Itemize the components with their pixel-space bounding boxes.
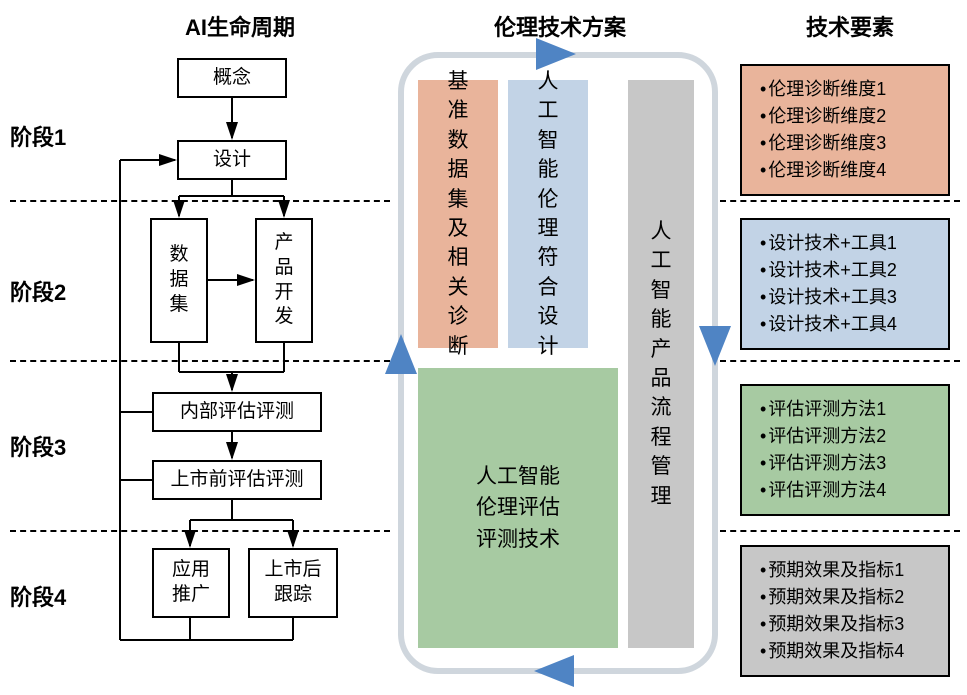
list-item: 伦理诊断维度3 — [760, 130, 934, 157]
flow-app-deploy: 应用 推广 — [152, 548, 230, 618]
header-lifecycle: AI生命周期 — [150, 10, 330, 42]
tech-box-2-list: 设计技术+工具1 设计技术+工具2 设计技术+工具3 设计技术+工具4 — [756, 230, 934, 338]
flow-postmarket: 上市后 跟踪 — [248, 548, 338, 618]
dash-1-right — [720, 200, 960, 202]
panel-process-mgmt-label: 人 工 智 能 产 品 流 程 管 理 — [651, 217, 672, 511]
list-item: 预期效果及指标4 — [760, 638, 934, 665]
tech-box-2: 设计技术+工具1 设计技术+工具2 设计技术+工具3 设计技术+工具4 — [740, 218, 950, 350]
stage-label-1: 阶段1 — [10, 120, 66, 152]
stage-label-2: 阶段2 — [10, 275, 66, 307]
tech-box-3-list: 评估评测方法1 评估评测方法2 评估评测方法3 评估评测方法4 — [756, 396, 934, 504]
tech-box-3: 评估评测方法1 评估评测方法2 评估评测方法3 评估评测方法4 — [740, 384, 950, 516]
list-item: 评估评测方法2 — [760, 423, 934, 450]
list-item: 预期效果及指标1 — [760, 557, 934, 584]
flow-internal-eval: 内部评估评测 — [152, 392, 322, 432]
stage-label-3: 阶段3 — [10, 430, 66, 462]
panel-diagnosis: 基 准 数 据 集 及 相 关 诊 断 — [418, 80, 498, 348]
panel-diagnosis-label: 基 准 数 据 集 及 相 关 诊 断 — [448, 67, 469, 361]
list-item: 评估评测方法1 — [760, 396, 934, 423]
list-item: 评估评测方法4 — [760, 477, 934, 504]
list-item: 预期效果及指标3 — [760, 611, 934, 638]
flow-product-dev: 产 品 开 发 — [255, 218, 313, 343]
panel-eval-tech-label: 人工智能 伦理评估 评测技术 — [476, 461, 560, 556]
flow-concept: 概念 — [177, 58, 287, 98]
dash-3-right — [720, 530, 960, 532]
list-item: 设计技术+工具4 — [760, 311, 934, 338]
list-item: 伦理诊断维度4 — [760, 157, 934, 184]
header-tech: 技术要素 — [760, 10, 940, 42]
panel-process-mgmt: 人 工 智 能 产 品 流 程 管 理 — [628, 80, 694, 648]
list-item: 设计技术+工具2 — [760, 257, 934, 284]
list-item: 伦理诊断维度2 — [760, 103, 934, 130]
dash-2-left — [10, 360, 390, 362]
tech-box-4-list: 预期效果及指标1 预期效果及指标2 预期效果及指标3 预期效果及指标4 — [756, 557, 934, 665]
list-item: 伦理诊断维度1 — [760, 76, 934, 103]
list-item: 评估评测方法3 — [760, 450, 934, 477]
panel-ethic-design: 人 工 智 能 伦 理 符 合 设 计 — [508, 80, 588, 348]
diagram-root: AI生命周期 伦理技术方案 技术要素 阶段1 阶段2 阶段3 阶段4 基 准 数… — [0, 0, 967, 695]
stage-label-4: 阶段4 — [10, 580, 66, 612]
panel-ethic-design-label: 人 工 智 能 伦 理 符 合 设 计 — [538, 67, 559, 361]
list-item: 设计技术+工具1 — [760, 230, 934, 257]
flow-premarket-eval: 上市前评估评测 — [152, 460, 322, 500]
list-item: 预期效果及指标2 — [760, 584, 934, 611]
tech-box-4: 预期效果及指标1 预期效果及指标2 预期效果及指标3 预期效果及指标4 — [740, 545, 950, 677]
panel-eval-tech: 人工智能 伦理评估 评测技术 — [418, 368, 618, 648]
dash-1-left — [10, 200, 390, 202]
flow-dataset: 数 据 集 — [150, 218, 208, 343]
dash-2-right — [720, 360, 960, 362]
dash-3-left — [10, 530, 390, 532]
flow-design: 设计 — [177, 140, 287, 180]
tech-box-1: 伦理诊断维度1 伦理诊断维度2 伦理诊断维度3 伦理诊断维度4 — [740, 64, 950, 196]
list-item: 设计技术+工具3 — [760, 284, 934, 311]
header-ethics: 伦理技术方案 — [430, 10, 690, 42]
tech-box-1-list: 伦理诊断维度1 伦理诊断维度2 伦理诊断维度3 伦理诊断维度4 — [756, 76, 934, 184]
